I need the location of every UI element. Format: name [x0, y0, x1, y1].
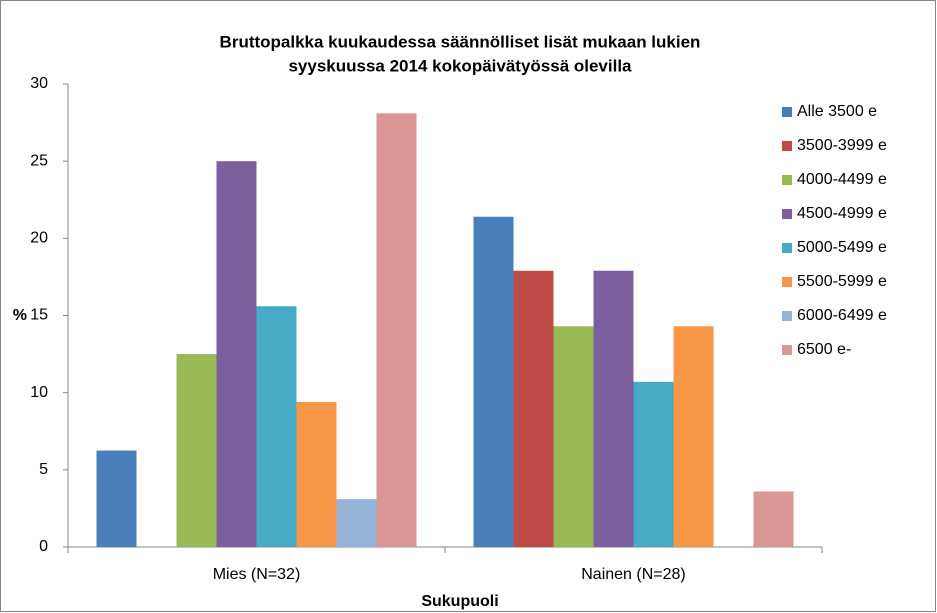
y-tick-label: 15	[30, 307, 48, 324]
legend-label: 5000-5499 e	[797, 239, 887, 256]
bar	[513, 270, 554, 547]
legend-swatch	[782, 209, 792, 219]
y-tick-label: 30	[30, 75, 48, 92]
legend-label: 5500-5999 e	[797, 273, 887, 290]
bar	[336, 499, 377, 547]
bar	[176, 354, 217, 547]
bar	[593, 270, 634, 547]
legend-label: 4000-4499 e	[797, 171, 887, 188]
bar	[296, 401, 337, 547]
bar	[216, 161, 257, 547]
legend-swatch	[782, 175, 792, 185]
y-tick-label: 25	[30, 152, 48, 169]
x-tick-label: Nainen (N=28)	[581, 566, 686, 583]
legend-swatch	[782, 243, 792, 253]
legend-swatch	[782, 141, 792, 151]
bar	[753, 491, 794, 547]
legend-label: 6500 e-	[797, 341, 851, 358]
y-tick-label: 0	[39, 538, 48, 555]
bar	[473, 216, 514, 547]
bar	[553, 326, 594, 547]
legend-swatch	[782, 107, 792, 117]
y-axis-label: %	[13, 307, 27, 324]
x-tick-label: Mies (N=32)	[213, 566, 301, 583]
bar	[633, 381, 674, 547]
chart-title: syyskuussa 2014 kokopäivätyössä olevilla	[288, 56, 632, 75]
legend-swatch	[782, 277, 792, 287]
legend-swatch	[782, 311, 792, 321]
legend-label: 4500-4999 e	[797, 205, 887, 222]
x-axis-label: Sukupuoli	[421, 593, 498, 610]
bar	[256, 306, 297, 547]
legend-label: Alle 3500 e	[797, 103, 877, 120]
legend-label: 6000-6499 e	[797, 307, 887, 324]
bar	[673, 326, 714, 547]
legend-swatch	[782, 345, 792, 355]
legend-label: 3500-3999 e	[797, 137, 887, 154]
bar	[376, 113, 417, 547]
y-tick-label: 20	[30, 230, 48, 247]
y-tick-label: 10	[30, 384, 48, 401]
y-tick-label: 5	[39, 461, 48, 478]
bar	[96, 450, 137, 547]
chart-title: Bruttopalkka kuukaudessa säännölliset li…	[220, 32, 701, 51]
